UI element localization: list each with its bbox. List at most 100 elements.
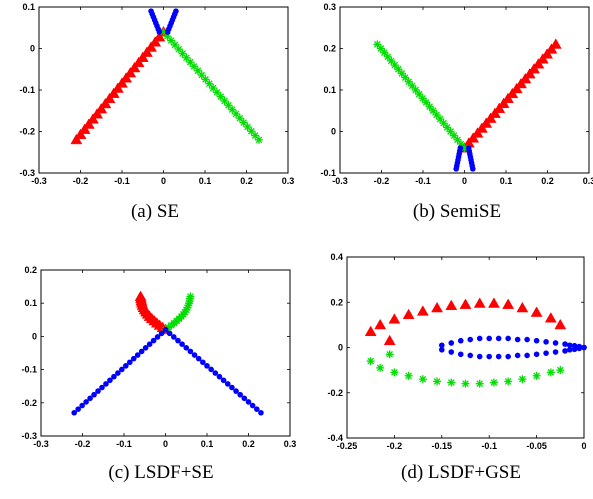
data-point — [120, 72, 133, 83]
series-asterisk — [385, 350, 394, 359]
data-point — [87, 395, 93, 402]
data-point — [390, 368, 399, 377]
axes-frame — [346, 256, 585, 439]
y-tick-label: -0.2 — [19, 127, 35, 137]
x-tick-label: 0 — [462, 176, 467, 186]
data-point — [99, 97, 112, 109]
data-point — [467, 352, 474, 359]
data-point — [571, 346, 578, 353]
data-point — [146, 341, 153, 347]
y-tick-label: 0.1 — [22, 2, 35, 12]
data-point — [220, 377, 227, 384]
y-tick-label: -0.1 — [21, 365, 37, 375]
data-point — [524, 352, 530, 359]
y-tick-label: 0.2 — [323, 44, 336, 54]
data-point — [103, 381, 109, 387]
y-tick-label: -0.2 — [21, 398, 37, 408]
y-tick-label: 0 — [331, 127, 336, 137]
data-point — [74, 128, 87, 140]
data-point — [170, 40, 179, 49]
data-point — [166, 330, 173, 337]
data-point — [201, 75, 210, 84]
data-point — [495, 335, 502, 342]
series-asterisk — [366, 357, 565, 388]
x-tick-label: 0.2 — [242, 439, 255, 449]
x-tick-label: -0.1 — [415, 176, 431, 186]
x-tick-label: 0.1 — [201, 439, 214, 449]
data-point — [119, 366, 125, 373]
data-point — [376, 363, 385, 372]
series-triangle — [134, 290, 172, 335]
data-point — [476, 335, 483, 342]
y-tick-label: -0.1 — [320, 168, 336, 178]
data-point — [249, 402, 256, 409]
data-point — [79, 402, 85, 409]
y-tick-label: -0.3 — [21, 431, 37, 441]
data-point — [448, 349, 455, 355]
data-point — [174, 45, 183, 54]
data-point — [433, 377, 442, 386]
data-point — [136, 51, 149, 62]
series-dot — [162, 326, 264, 416]
data-point — [514, 352, 521, 359]
data-point — [488, 297, 500, 308]
data-point — [374, 318, 387, 330]
data-point — [103, 92, 116, 104]
data-point — [543, 350, 549, 356]
subplot-a: -0.3 -0.2 -0.1 0 0.1 0.2 0.3 -0.3 -0.2 -0.1 0 0.1 (a… — [19, 2, 294, 222]
data-point — [376, 44, 385, 53]
data-point — [216, 373, 223, 380]
subplot-c: -0.3 -0.2 -0.1 0 0.1 0.2 0.3 -0.3 -0.2 -0.1 0 0.1 0.… — [21, 265, 296, 483]
data-point — [173, 8, 179, 14]
x-tick-label: 0.3 — [583, 176, 593, 186]
data-point — [431, 301, 443, 313]
data-point — [254, 135, 263, 144]
data-point — [154, 334, 161, 340]
series-triangle — [458, 38, 562, 153]
data-point — [78, 123, 91, 134]
data-point — [504, 377, 513, 386]
data-point — [138, 348, 145, 355]
data-point — [158, 330, 165, 337]
data-point — [228, 105, 237, 114]
data-point — [439, 346, 445, 353]
y-tick-label: -0.2 — [327, 388, 343, 398]
data-point — [461, 379, 470, 388]
x-tick-label: 0.2 — [240, 176, 253, 186]
data-point — [505, 335, 511, 342]
data-point — [439, 342, 445, 349]
series-triangle — [364, 297, 567, 337]
data-point — [448, 340, 455, 346]
data-point — [514, 336, 521, 343]
y-tick-label: 0 — [30, 44, 35, 54]
data-point — [388, 313, 401, 324]
data-point — [95, 388, 101, 394]
data-point — [552, 349, 559, 355]
data-point — [562, 341, 568, 347]
data-point — [402, 308, 415, 320]
subplot-d: -0.25 -0.2 -0.15 -0.1 -0.05 0 -0.4 -0.2 0 0.2 0.4 (… — [327, 252, 587, 483]
data-point — [385, 350, 394, 359]
data-point — [83, 399, 89, 405]
data-point — [518, 375, 527, 384]
data-point — [99, 384, 105, 391]
data-point — [116, 77, 128, 88]
x-tick-label: -0.2 — [374, 176, 390, 186]
data-point — [467, 336, 474, 343]
subplot-caption: (a) SE — [131, 201, 179, 222]
data-point — [383, 52, 392, 61]
data-point — [425, 102, 434, 111]
data-point — [549, 38, 562, 49]
data-point — [489, 378, 498, 387]
data-point — [446, 127, 455, 136]
data-point — [516, 301, 529, 313]
x-tick-label: 0 — [581, 441, 586, 451]
data-point — [524, 336, 530, 343]
data-point — [445, 299, 458, 311]
data-point — [383, 334, 396, 346]
data-point — [134, 352, 141, 358]
x-tick-label: -0.25 — [337, 441, 358, 451]
series-dot — [439, 335, 587, 351]
data-point — [387, 56, 396, 65]
